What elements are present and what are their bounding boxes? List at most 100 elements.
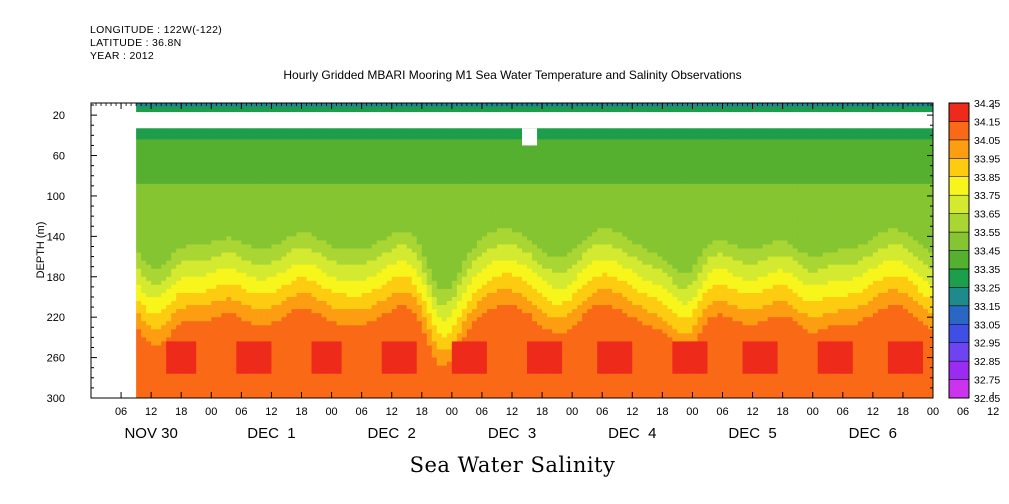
salinity-cell [266, 232, 273, 237]
salinity-cell [346, 341, 353, 347]
salinity-cell [426, 204, 433, 209]
salinity-cell [301, 377, 308, 383]
salinity-cell [156, 264, 162, 270]
salinity-cell [216, 159, 222, 165]
salinity-cell [251, 151, 257, 157]
salinity-cell [356, 135, 363, 140]
salinity-cell [211, 317, 217, 322]
salinity-cell [326, 268, 333, 274]
salinity-cell [216, 365, 222, 371]
salinity-cell [281, 187, 288, 193]
salinity-cell [326, 301, 333, 306]
salinity-cell [256, 252, 262, 258]
salinity-cell [361, 381, 368, 387]
salinity-cell [196, 292, 202, 298]
salinity-cell [426, 183, 433, 189]
salinity-cell [421, 393, 428, 398]
salinity-cell [191, 349, 197, 355]
salinity-cell [216, 212, 222, 217]
salinity-cell [251, 264, 257, 270]
salinity-cell [376, 329, 383, 334]
salinity-cell [376, 365, 383, 371]
salinity-cell [266, 179, 273, 185]
salinity-cell [166, 284, 172, 290]
salinity-cell [411, 301, 418, 306]
salinity-cell [381, 317, 388, 322]
salinity-cell [391, 228, 398, 233]
salinity-cell [291, 301, 298, 306]
salinity-cell [136, 167, 142, 173]
salinity-cell [386, 325, 393, 330]
salinity-cell [261, 232, 268, 237]
salinity-cell [266, 208, 273, 213]
salinity-cell [241, 191, 247, 197]
salinity-cell [421, 264, 428, 270]
salinity-cell [356, 341, 363, 347]
salinity-cell [146, 305, 152, 310]
salinity-cell [341, 268, 348, 274]
salinity-cell [251, 389, 257, 395]
salinity-cell [231, 264, 237, 270]
salinity-cell [381, 147, 388, 153]
salinity-cell [386, 393, 393, 398]
salinity-cell [301, 389, 308, 395]
longitude-label: LONGITUDE : 122W(-122) [90, 24, 223, 36]
salinity-cell [231, 305, 237, 310]
salinity-cell [216, 127, 222, 132]
salinity-cell [231, 204, 237, 209]
salinity-cell [271, 385, 278, 391]
salinity-cell [361, 321, 368, 326]
salinity-cell [181, 236, 187, 241]
salinity-cell [336, 224, 343, 229]
salinity-cell [331, 171, 338, 177]
salinity-cell [196, 333, 202, 338]
salinity-cell [266, 333, 273, 338]
salinity-cell [321, 333, 328, 338]
salinity-cell [431, 151, 438, 157]
salinity-cell [181, 325, 187, 330]
salinity-cell [251, 361, 257, 367]
salinity-cell [361, 329, 368, 334]
salinity-cell [136, 264, 142, 270]
salinity-cell [406, 228, 413, 233]
salinity-cell [251, 147, 257, 153]
salinity-cell [156, 187, 162, 193]
salinity-cell [296, 389, 303, 395]
salinity-cell [286, 389, 293, 395]
salinity-cell [191, 377, 197, 383]
salinity-cell [246, 191, 252, 197]
salinity-cell [171, 220, 177, 225]
salinity-cell [296, 317, 303, 322]
salinity-cell [381, 268, 388, 274]
salinity-cell [301, 224, 308, 229]
salinity-cell [236, 309, 242, 314]
salinity-cell [371, 240, 378, 246]
salinity-cell [396, 260, 403, 266]
salinity-cell [271, 389, 278, 395]
salinity-cell [381, 369, 388, 375]
salinity-cell [326, 276, 333, 282]
salinity-cell [316, 159, 323, 165]
salinity-cell [206, 248, 212, 254]
salinity-cell [381, 296, 388, 302]
salinity-cell [206, 216, 212, 221]
salinity-cell [161, 224, 167, 229]
salinity-cell [241, 349, 247, 355]
salinity-cell [316, 280, 323, 286]
salinity-cell [236, 317, 242, 322]
salinity-cell [181, 329, 187, 334]
salinity-cell [411, 256, 418, 262]
salinity-cell [291, 345, 298, 351]
salinity-cell [191, 199, 197, 205]
salinity-cell [141, 309, 147, 314]
salinity-cell [391, 252, 398, 258]
salinity-cell [221, 131, 227, 136]
salinity-cell [241, 365, 247, 371]
salinity-cell [161, 143, 167, 149]
salinity-cell [346, 159, 353, 165]
salinity-cell [146, 147, 152, 153]
salinity-cell [371, 292, 378, 298]
salinity-cell [226, 195, 232, 201]
salinity-cell [206, 385, 212, 391]
salinity-cell [221, 268, 227, 274]
